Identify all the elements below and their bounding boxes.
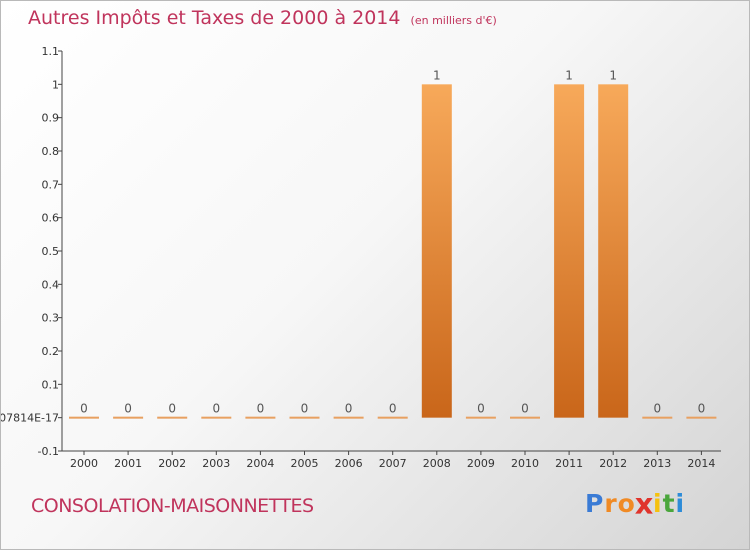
bar-value-label: 0 (653, 402, 661, 416)
bar (333, 416, 364, 419)
y-tick-label: 0.9 (42, 112, 60, 125)
y-tick-label: -0.1 (38, 445, 59, 458)
y-tick-label: 1.3877787807814E-17 (1, 412, 59, 425)
bar (245, 416, 276, 419)
bar (642, 416, 673, 419)
commune-name: CONSOLATION-MAISONNETTES (31, 495, 314, 517)
y-tick-label: 1 (52, 78, 59, 91)
y-tick-label: 0.3 (42, 312, 60, 325)
x-tick-label: 2008 (423, 457, 451, 470)
bar-value-label: 0 (301, 402, 309, 416)
logo-letter: o (617, 489, 636, 518)
bar-value-label: 0 (80, 402, 88, 416)
logo-letter: x (634, 486, 655, 521)
x-tick-label: 2000 (70, 457, 98, 470)
x-tick-label: 2001 (114, 457, 142, 470)
proxiti-logo: Proxiti (585, 486, 686, 521)
y-tick-label: 0.8 (42, 145, 60, 158)
bar (554, 84, 585, 418)
chart-title-text: Autres Impôts et Taxes de 2000 à 2014 (28, 7, 401, 29)
logo-letter: t (662, 489, 676, 518)
bar-value-label: 0 (124, 402, 132, 416)
chart-title: Autres Impôts et Taxes de 2000 à 2014 (e… (28, 7, 497, 29)
x-tick-label: 2011 (555, 457, 583, 470)
chart-unit-label: (en milliers d'€) (410, 14, 497, 27)
bar (157, 416, 188, 419)
y-tick-label: 0.6 (42, 212, 60, 225)
bar-value-label: 0 (389, 402, 397, 416)
y-tick-label: 0.2 (42, 345, 60, 358)
logo-letter: i (653, 489, 663, 518)
x-tick-label: 2007 (379, 457, 407, 470)
y-tick-label: 0.1 (42, 378, 60, 391)
x-tick-label: 2010 (511, 457, 539, 470)
bar (510, 416, 540, 419)
bar-value-label: 0 (698, 402, 706, 416)
bar-value-label: 0 (212, 402, 220, 416)
logo-letter: i (675, 489, 686, 518)
logo-letter: P (585, 489, 605, 518)
bar (686, 416, 717, 419)
x-tick-label: 2012 (599, 457, 627, 470)
x-tick-label: 2013 (643, 457, 671, 470)
y-tick-label: 1.1 (42, 45, 60, 58)
y-tick-label: 0.7 (42, 178, 60, 191)
bar-value-label: 0 (168, 402, 176, 416)
x-tick-label: 2005 (291, 457, 319, 470)
bar-value-label: 1 (609, 68, 617, 82)
bar-value-label: 1 (433, 68, 441, 82)
y-tick-label: 0.5 (42, 245, 60, 258)
bar (421, 84, 452, 418)
bar-value-label: 0 (477, 402, 485, 416)
bar (201, 416, 232, 419)
x-tick-label: 2004 (246, 457, 274, 470)
bar-value-label: 0 (345, 402, 353, 416)
bar-value-label: 0 (257, 402, 265, 416)
bar (69, 416, 99, 419)
x-tick-label: 2002 (158, 457, 186, 470)
bar (377, 416, 408, 419)
bar-value-label: 1 (565, 68, 573, 82)
x-tick-label: 2006 (335, 457, 363, 470)
bar (289, 416, 320, 419)
bar (113, 416, 144, 419)
x-tick-label: 2014 (687, 457, 715, 470)
y-tick-label: 0.4 (42, 278, 60, 291)
bar-value-label: 0 (521, 402, 529, 416)
x-tick-label: 2003 (202, 457, 230, 470)
logo-letter: r (604, 489, 618, 518)
x-tick-label: 2009 (467, 457, 495, 470)
bar (598, 84, 629, 418)
bar (465, 416, 496, 419)
